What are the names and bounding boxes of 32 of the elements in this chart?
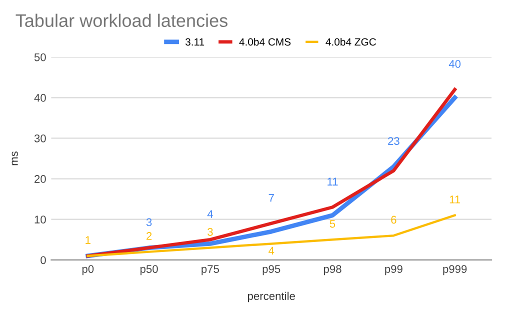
y-tick-label: 10: [34, 216, 46, 224]
data-label: 4: [268, 246, 274, 255]
data-label: 6: [391, 216, 396, 224]
y-axis-title: ms: [12, 151, 18, 166]
data-label: 40: [448, 60, 461, 68]
x-tick-label: p95: [262, 265, 280, 276]
data-label: 5: [330, 220, 336, 228]
data-label: 3: [146, 218, 152, 226]
x-tick-label: p0: [82, 265, 94, 276]
y-tick-label: 20: [34, 175, 46, 183]
data-label: 11: [450, 196, 460, 204]
data-label: 1: [86, 236, 90, 244]
x-tick-label: p75: [202, 265, 220, 276]
legend-label: 3.11: [185, 38, 204, 46]
x-tick-label: p999: [443, 265, 467, 276]
legend-label: 4.0b4 CMS: [239, 38, 291, 46]
data-label: 23: [388, 137, 400, 145]
data-label: 11: [328, 178, 338, 186]
legend-label: 4.0b4 ZGC: [326, 38, 376, 46]
x-tick-label: p98: [324, 265, 342, 276]
y-tick-label: 50: [34, 53, 46, 62]
x-axis-title: percentile: [248, 292, 295, 302]
data-label: 7: [268, 194, 274, 202]
x-tick-label: p99: [385, 265, 402, 276]
x-tick-label: p50: [140, 265, 158, 276]
y-tick-label: 30: [34, 134, 46, 142]
y-tick-label: 0: [40, 256, 46, 264]
data-label: 2: [146, 232, 152, 240]
data-label: 3: [208, 228, 213, 236]
chart-title: Tabular workload latencies: [16, 14, 228, 28]
y-tick-label: 40: [34, 94, 46, 102]
data-label: 4: [207, 210, 213, 218]
